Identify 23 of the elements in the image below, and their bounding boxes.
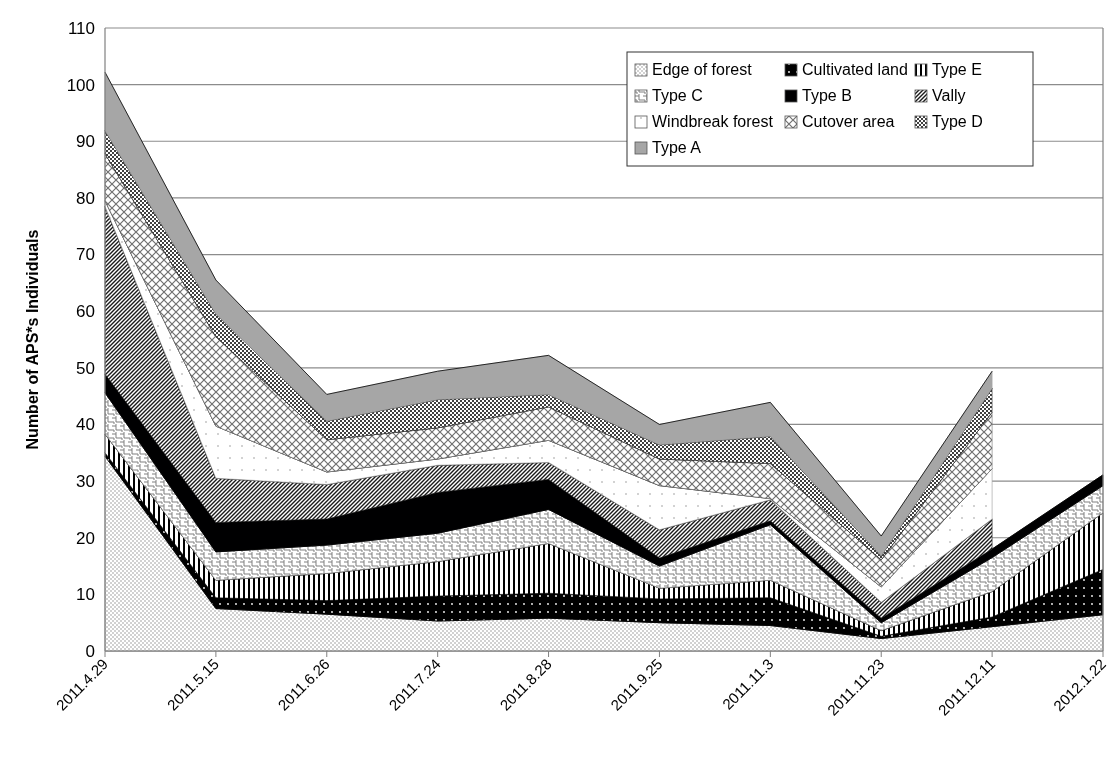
y-tick-label: 60 bbox=[76, 302, 95, 322]
legend-label: Edge of forest bbox=[652, 61, 753, 78]
legend-label: Windbreak forest bbox=[652, 113, 774, 130]
y-tick-label: 100 bbox=[66, 75, 95, 95]
legend-label: Type E bbox=[932, 61, 982, 78]
legend-label: Type D bbox=[932, 113, 983, 130]
legend-label: Type A bbox=[652, 139, 702, 156]
legend-label: Cutover area bbox=[802, 113, 895, 130]
y-tick-label: 90 bbox=[76, 132, 95, 152]
y-axis-title: Number of APS*s Individuals bbox=[24, 229, 41, 450]
legend-label: Type C bbox=[652, 87, 703, 104]
legend-label: Vally bbox=[932, 87, 966, 104]
y-tick-label: 10 bbox=[76, 585, 95, 605]
legend-label: Type B bbox=[802, 87, 852, 104]
y-tick-label: 30 bbox=[76, 472, 95, 492]
y-tick-label: 80 bbox=[76, 188, 95, 208]
y-tick-label: 110 bbox=[67, 18, 95, 38]
y-tick-label: 50 bbox=[76, 358, 95, 378]
y-tick-label: 0 bbox=[85, 641, 95, 661]
legend-label: Cultivated land bbox=[802, 61, 908, 78]
y-tick-label: 40 bbox=[76, 415, 95, 435]
y-tick-label: 20 bbox=[76, 528, 95, 548]
y-tick-label: 70 bbox=[76, 245, 95, 265]
